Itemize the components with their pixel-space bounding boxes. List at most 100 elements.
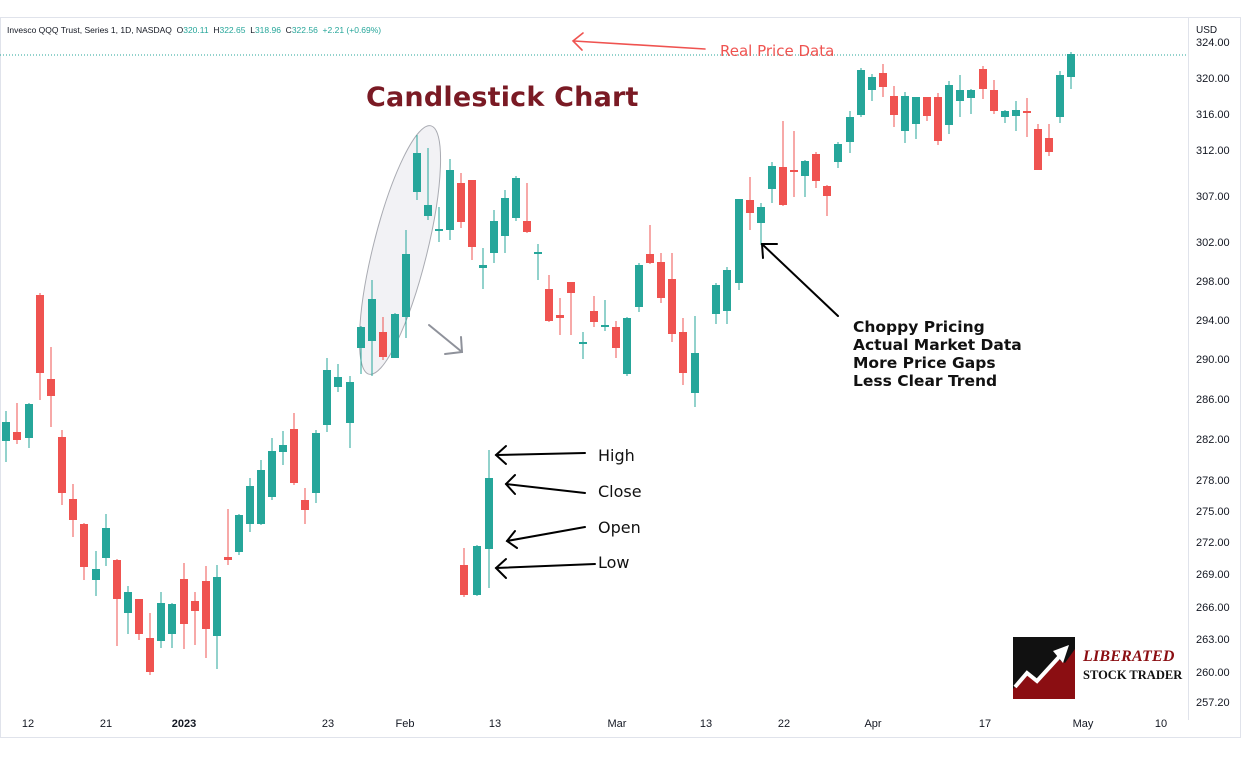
candle-up: [257, 460, 265, 525]
candle-down: [567, 282, 575, 335]
candle-up: [967, 89, 975, 114]
price-tick-label: 320.00: [1196, 73, 1230, 85]
candle-up: [168, 603, 176, 648]
candle-up: [334, 364, 342, 392]
candle-up: [213, 565, 221, 669]
candle-down: [646, 225, 654, 264]
candle-down: [69, 484, 77, 537]
candle-up: [691, 316, 699, 407]
candle-up: [124, 586, 132, 634]
close-label: Close: [598, 482, 642, 501]
candle-up: [323, 358, 331, 432]
price-tick-label: 307.00: [1196, 191, 1230, 203]
note-line: More Price Gaps: [853, 354, 996, 372]
time-tick-label: 13: [699, 718, 713, 730]
candle-up: [635, 263, 643, 312]
candle-up: [424, 148, 432, 220]
low-arrow-icon: [495, 563, 596, 569]
candle-up: [368, 280, 376, 376]
symbol-legend: Invesco QQQ Trust, Series 1, 1D, NASDAQ …: [7, 25, 382, 35]
candle-down: [1023, 98, 1031, 137]
candle-up: [623, 317, 631, 376]
candle-down: [556, 298, 564, 335]
price-tick-label: 286.00: [1196, 394, 1230, 406]
logo-text-stock-trader: STOCK TRADER: [1083, 668, 1183, 682]
price-tick-label: 269.00: [1196, 569, 1230, 581]
candle-up: [579, 332, 587, 359]
candle-down: [790, 131, 798, 197]
candle-down: [1034, 124, 1042, 170]
candle-down: [523, 183, 531, 233]
time-tick-label: Feb: [395, 718, 415, 730]
candle-down: [290, 413, 298, 485]
candle-down: [146, 613, 154, 675]
candle-down: [823, 185, 831, 216]
candle-up: [601, 300, 609, 331]
time-tick-label: Apr: [864, 718, 882, 730]
high-value: 322.65: [219, 25, 246, 35]
close-arrow-icon: [505, 483, 586, 494]
choppy-arrow-icon: [760, 243, 839, 317]
candle-up: [723, 267, 731, 324]
candle-up: [501, 190, 509, 253]
time-tick-label: 22: [777, 718, 791, 730]
time-tick-label: 21: [99, 718, 113, 730]
candle-up: [757, 203, 765, 245]
candle-down: [202, 566, 210, 658]
price-tick-label: 302.00: [1196, 237, 1230, 249]
note-line: Choppy Pricing: [853, 318, 985, 336]
candle-up: [1056, 71, 1064, 123]
candle-up: [1001, 110, 1009, 123]
candle-up: [235, 514, 243, 555]
candle-down: [47, 347, 55, 427]
price-tick-label: 312.00: [1196, 145, 1230, 157]
candle-down: [746, 177, 754, 230]
candle-down: [545, 275, 553, 322]
candle-up: [346, 376, 354, 448]
candle-up: [534, 244, 542, 280]
candle-down: [990, 80, 998, 114]
candle-up: [357, 326, 365, 374]
candle-up: [846, 111, 854, 153]
candle-down: [301, 488, 309, 524]
high-label: High: [598, 446, 635, 465]
open-value: 320.11: [183, 25, 209, 35]
candle-up: [868, 74, 876, 101]
change-value: +2.21 (+0.69%): [322, 25, 382, 35]
price-tick-label: 275.00: [1196, 506, 1230, 518]
candle-up: [490, 210, 498, 263]
time-tick-label: May: [1072, 718, 1094, 730]
candle-up: [801, 160, 809, 197]
chart-title: Candlestick Chart: [366, 82, 639, 113]
illustration-candles-group: [460, 450, 493, 597]
candle-down: [460, 548, 468, 597]
candle-down: [879, 64, 887, 97]
low-value: 318.96: [254, 25, 281, 35]
close-value: 322.56: [291, 25, 318, 35]
price-tick-label: 272.00: [1196, 537, 1230, 549]
candle-down: [779, 121, 787, 206]
candles-group: [2, 52, 1075, 675]
candle-up: [473, 545, 481, 596]
currency-label: USD: [1196, 25, 1218, 36]
candle-up: [901, 92, 909, 143]
candle-up: [1067, 52, 1075, 89]
candle-down: [224, 509, 232, 565]
candle-down: [13, 403, 21, 444]
candle-down: [612, 321, 620, 358]
time-tick-label: Mar: [607, 718, 627, 730]
price-tick-label: 257.20: [1196, 697, 1230, 709]
price-tick-label: 282.00: [1196, 434, 1230, 446]
candle-up: [279, 431, 287, 465]
candle-down: [58, 430, 66, 505]
symbol-name: Invesco QQQ Trust, Series 1, 1D, NASDAQ: [7, 25, 172, 35]
candle-up: [1012, 101, 1020, 131]
candle-down: [934, 93, 942, 145]
candle-up: [479, 248, 487, 289]
ohlc-arrows: [494, 445, 596, 579]
candle-down: [679, 318, 687, 385]
time-tick-label: 2023: [171, 718, 197, 730]
price-tick-label: 263.00: [1196, 634, 1230, 646]
candle-down: [191, 592, 199, 645]
